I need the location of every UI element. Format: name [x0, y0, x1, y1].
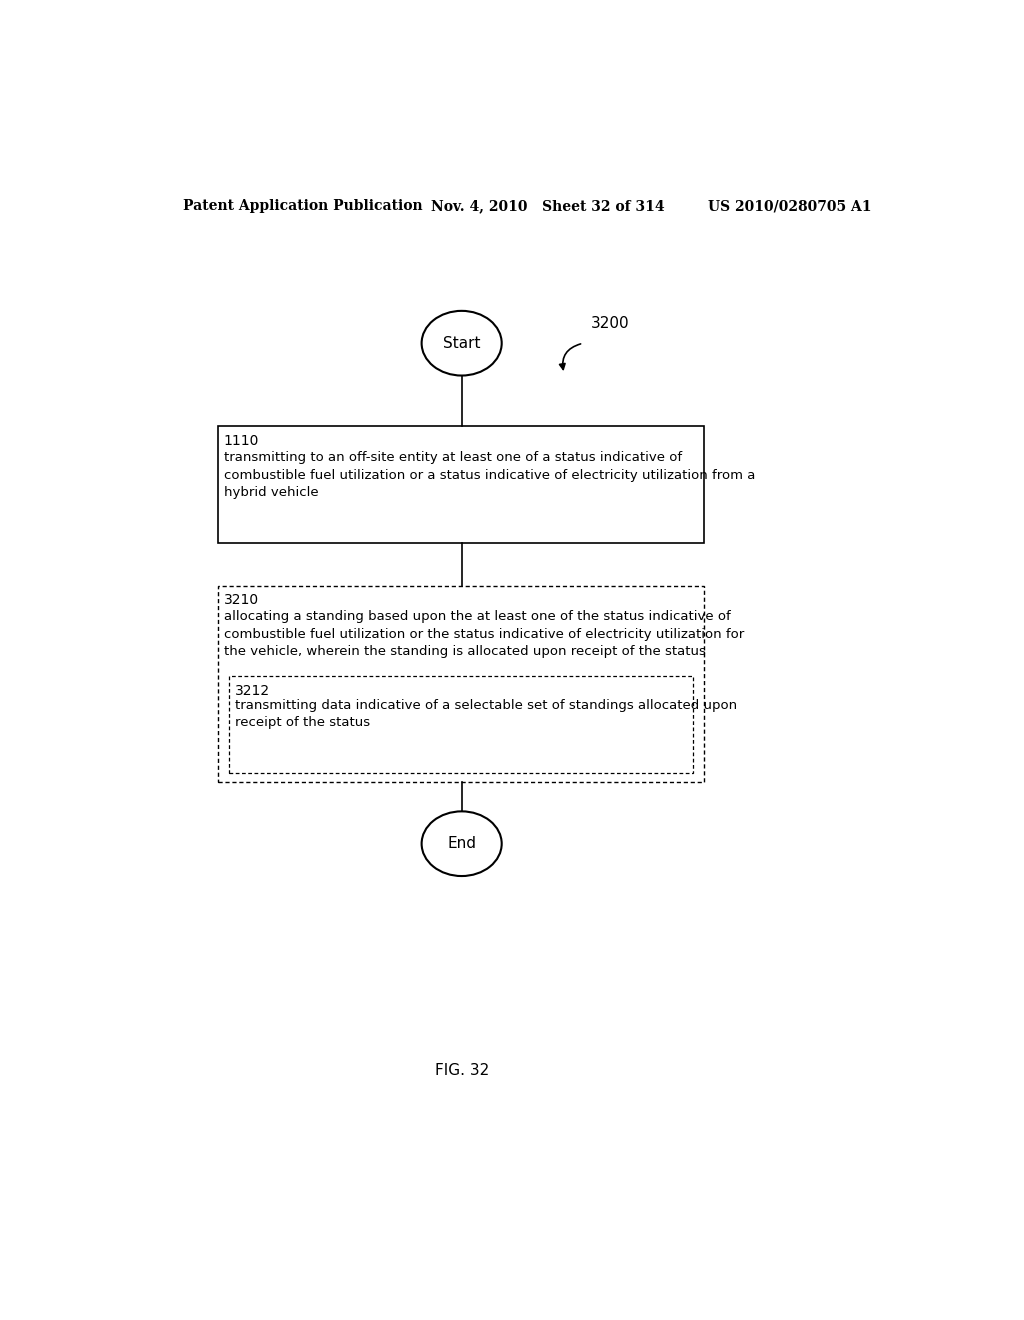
Text: Nov. 4, 2010   Sheet 32 of 314: Nov. 4, 2010 Sheet 32 of 314 [431, 199, 665, 213]
Text: transmitting data indicative of a selectable set of standings allocated upon
rec: transmitting data indicative of a select… [236, 700, 737, 730]
Text: allocating a standing based upon the at least one of the status indicative of
co: allocating a standing based upon the at … [223, 610, 744, 659]
Text: 3212: 3212 [236, 684, 270, 697]
Text: transmitting to an off-site entity at least one of a status indicative of
combus: transmitting to an off-site entity at le… [223, 451, 755, 499]
Text: FIG. 32: FIG. 32 [434, 1064, 488, 1078]
Text: US 2010/0280705 A1: US 2010/0280705 A1 [708, 199, 871, 213]
Text: Patent Application Publication: Patent Application Publication [183, 199, 423, 213]
Text: 1110: 1110 [223, 434, 259, 447]
Bar [217, 426, 705, 544]
Text: Start: Start [443, 335, 480, 351]
Text: End: End [447, 836, 476, 851]
Bar [229, 676, 692, 774]
Text: 3200: 3200 [591, 317, 630, 331]
Bar [217, 586, 705, 781]
FancyArrowPatch shape [559, 345, 581, 370]
Text: 3210: 3210 [223, 594, 259, 607]
